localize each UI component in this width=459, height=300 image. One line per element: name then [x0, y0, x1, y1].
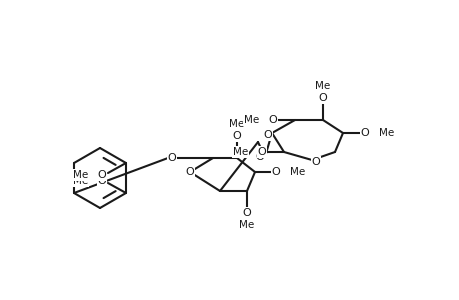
Text: Me: Me: [243, 115, 258, 125]
Text: Me: Me: [229, 119, 244, 129]
Text: O: O: [360, 128, 369, 138]
Text: O: O: [263, 130, 272, 140]
Text: O: O: [167, 153, 176, 163]
Text: Me: Me: [239, 220, 254, 230]
Text: O: O: [255, 152, 264, 162]
Text: O: O: [257, 147, 266, 157]
Text: O: O: [318, 93, 327, 103]
Text: Me: Me: [232, 147, 247, 157]
Text: Me: Me: [73, 176, 88, 186]
Text: O: O: [268, 115, 277, 125]
Text: O: O: [242, 208, 251, 218]
Text: Me: Me: [73, 170, 88, 180]
Text: O: O: [271, 167, 280, 177]
Text: O: O: [97, 176, 106, 186]
Text: Me: Me: [378, 128, 393, 138]
Text: O: O: [185, 167, 194, 177]
Text: Me: Me: [289, 167, 305, 177]
Text: O: O: [97, 170, 106, 180]
Text: O: O: [311, 157, 319, 167]
Text: Me: Me: [315, 81, 330, 91]
Text: O: O: [232, 131, 241, 141]
